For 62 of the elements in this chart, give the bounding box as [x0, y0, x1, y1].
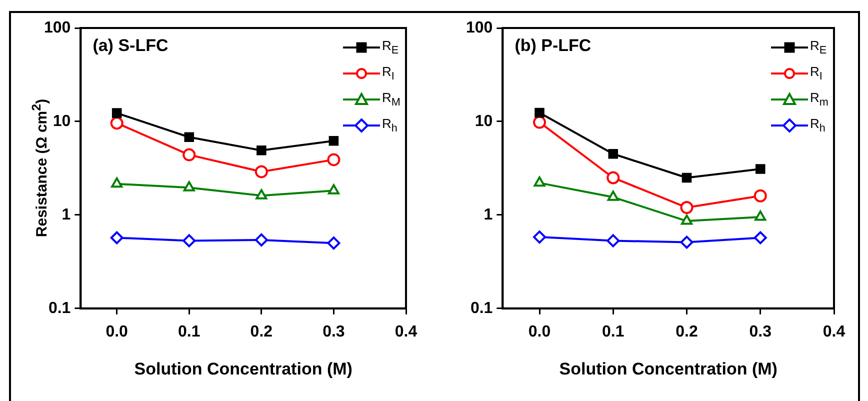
- point: [754, 231, 767, 244]
- point: [534, 176, 546, 187]
- point: [112, 108, 122, 118]
- x-tick-label: 0.4: [822, 323, 846, 340]
- point: [534, 108, 544, 118]
- point: [682, 172, 692, 183]
- point: [607, 190, 619, 201]
- point: [256, 189, 268, 200]
- x-tick-label: 0.3: [749, 323, 772, 340]
- point: [680, 214, 693, 225]
- legend-label: R$_{E}$: [382, 38, 399, 56]
- y-tick-label: 10: [52, 112, 71, 130]
- legend-label: R$_{h}$: [810, 116, 826, 134]
- point: [754, 189, 767, 202]
- x-axis-title: Solution Concentration (M): [134, 359, 352, 378]
- point: [680, 201, 694, 214]
- x-tick-label: 0.3: [322, 323, 345, 340]
- x-tick-label: 0.4: [394, 323, 418, 340]
- legend-label: R$_{m}$: [810, 90, 828, 108]
- point: [111, 177, 123, 188]
- point: [327, 236, 340, 250]
- y-tick-label: 0.1: [48, 300, 71, 317]
- point: [680, 236, 694, 249]
- point: [110, 231, 124, 244]
- point: [755, 164, 766, 174]
- point: [256, 146, 266, 156]
- point: [184, 132, 194, 142]
- legend-label: R$_{I}$: [810, 64, 822, 82]
- point: [328, 184, 340, 194]
- x-tick-label: 0.0: [106, 323, 128, 340]
- y-tick-label: 10: [474, 112, 493, 130]
- point: [533, 230, 546, 244]
- point: [533, 116, 546, 129]
- y-tick-label: 100: [466, 19, 493, 36]
- y-tick-label: 1: [484, 206, 493, 224]
- legend-label: R$_{E}$: [810, 38, 827, 56]
- point: [328, 136, 339, 146]
- point: [182, 234, 196, 248]
- x-tick-label: 0.1: [178, 323, 200, 340]
- point: [327, 153, 340, 166]
- y-tick-label: 1: [62, 206, 71, 224]
- point: [606, 171, 620, 184]
- point: [754, 210, 766, 221]
- x-tick-label: 0.2: [250, 323, 273, 340]
- y-tick-label: 100: [44, 19, 71, 36]
- point: [110, 116, 124, 130]
- point: [254, 165, 268, 178]
- legend-label: R$_{M}$: [382, 90, 400, 108]
- point: [182, 148, 196, 162]
- legend-label: R$_{I}$: [382, 64, 394, 82]
- x-tick-label: 0.0: [528, 323, 551, 340]
- point: [608, 148, 618, 159]
- x-axis-title: Solution Concentration (M): [559, 359, 778, 378]
- x-tick-label: 0.2: [676, 323, 698, 340]
- text: (a) S-LFC: [92, 36, 168, 56]
- point: [606, 234, 620, 248]
- text: (b) P-LFC: [514, 36, 592, 56]
- point: [183, 181, 195, 192]
- y-tick-label: 0.1: [470, 300, 493, 317]
- x-tick-label: 0.1: [602, 323, 624, 340]
- legend-label: R$_{h}$: [382, 116, 398, 134]
- point: [254, 233, 268, 246]
